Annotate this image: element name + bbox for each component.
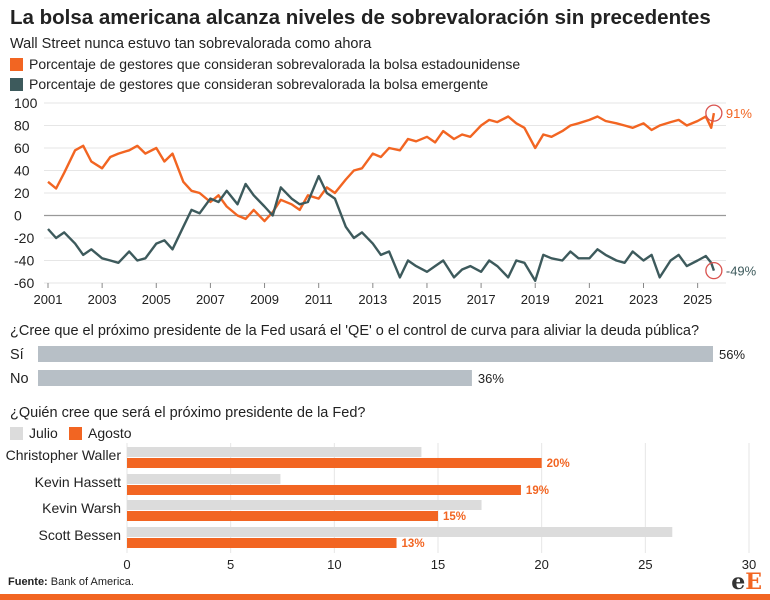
page-title: La bolsa americana alcanza niveles de so… xyxy=(10,6,711,29)
q2-x-tick-label-4: 20 xyxy=(534,557,548,572)
q2-value-label-0: 20% xyxy=(547,458,570,470)
line-y-tick-label-6: 60 xyxy=(14,140,30,156)
line-y-tick-label-2: -20 xyxy=(14,230,34,246)
line-y-tick-label-3: 0 xyxy=(14,208,22,224)
line-x-tick-label-8: 2017 xyxy=(467,292,496,307)
line-x-tick-label-6: 2013 xyxy=(358,292,387,307)
legend-label-emerging: Porcentaje de gestores que consideran so… xyxy=(29,76,489,92)
bottom-accent-bar xyxy=(0,594,770,600)
q2-x-tick-label-5: 25 xyxy=(638,557,652,572)
q2-bar-agosto-0 xyxy=(127,458,542,468)
line-x-tick-label-7: 2015 xyxy=(412,292,441,307)
legend-label-us: Porcentaje de gestores que consideran so… xyxy=(29,56,521,72)
line-x-tick-label-1: 2003 xyxy=(88,292,117,307)
line-y-tick-label-4: 20 xyxy=(14,185,30,201)
legend-swatch-emerging xyxy=(10,77,23,91)
q2-x-tick-label-6: 30 xyxy=(742,557,756,572)
line-y-tick-label-1: -40 xyxy=(14,253,34,269)
line-y-tick-label-0: -60 xyxy=(14,275,34,291)
line-x-tick-label-9: 2019 xyxy=(521,292,550,307)
q2-value-label-3: 13% xyxy=(402,538,425,550)
q2-category-label-1: Kevin Hassett xyxy=(35,474,121,490)
q2-x-tick-label-3: 15 xyxy=(431,557,445,572)
q2-bar-agosto-1 xyxy=(127,485,521,495)
legend-swatch-us xyxy=(10,57,23,71)
q1-question: ¿Cree que el próximo presidente de la Fe… xyxy=(10,323,700,339)
q2-bar-agosto-2 xyxy=(127,511,438,521)
line-series-emerging xyxy=(47,174,716,282)
q2-value-label-2: 15% xyxy=(443,511,466,523)
line-x-tick-label-5: 2011 xyxy=(305,292,333,307)
line-x-tick-label-2: 2005 xyxy=(142,292,171,307)
line-y-tick-label-5: 40 xyxy=(14,163,30,179)
q1-category-label-0: Sí xyxy=(10,347,24,363)
line-x-tick-label-0: 2001 xyxy=(34,292,63,307)
legend-item-agosto: Agosto xyxy=(69,425,132,441)
line-y-tick-label-8: 100 xyxy=(14,95,38,111)
legend-item-us: Porcentaje de gestores que consideran so… xyxy=(10,56,520,72)
q2-question: ¿Quién cree que será el próximo presiden… xyxy=(10,405,366,421)
q1-bar-0 xyxy=(38,346,713,362)
legend-swatch-julio xyxy=(10,426,23,440)
annotation-circle-1 xyxy=(705,261,723,280)
source-label: Fuente: xyxy=(8,576,48,588)
q2-x-tick-label-1: 5 xyxy=(227,557,234,572)
source-note: Fuente: Bank of America. xyxy=(8,576,134,588)
legend-label-agosto: Agosto xyxy=(88,425,132,441)
q1-category-label-1: No xyxy=(10,371,29,387)
legend-swatch-agosto xyxy=(69,426,82,440)
annotation-label-0: 91% xyxy=(726,106,752,121)
q2-category-label-3: Scott Bessen xyxy=(39,527,122,543)
line-x-tick-label-12: 2025 xyxy=(683,292,712,307)
line-y-tick-label-7: 80 xyxy=(14,118,30,134)
legend-item-julio: Julio xyxy=(10,425,58,441)
q2-bar-agosto-3 xyxy=(127,538,397,548)
q2-bar-julio-1 xyxy=(127,474,281,484)
legend-item-emerging: Porcentaje de gestores que consideran so… xyxy=(10,76,488,92)
q2-bar-julio-3 xyxy=(127,527,673,537)
line-x-tick-label-11: 2023 xyxy=(629,292,658,307)
annotation-circle-0 xyxy=(705,104,723,122)
page-subtitle: Wall Street nunca estuvo tan sobrevalora… xyxy=(10,36,372,52)
q1-bar-1 xyxy=(38,370,472,386)
line-x-tick-label-4: 2009 xyxy=(250,292,279,307)
q2-value-label-1: 19% xyxy=(526,485,549,497)
q2-x-tick-label-0: 0 xyxy=(123,557,130,572)
line-x-tick-label-3: 2007 xyxy=(196,292,225,307)
source-text: Bank of America. xyxy=(50,576,134,588)
annotation-label-1: -49% xyxy=(726,264,757,279)
legend-label-julio: Julio xyxy=(29,425,58,441)
brand-logo: eE xyxy=(731,569,762,595)
q2-bar-julio-2 xyxy=(127,500,482,510)
q2-category-label-2: Kevin Warsh xyxy=(42,500,121,516)
q2-x-tick-label-2: 10 xyxy=(327,557,341,572)
q2-bar-julio-0 xyxy=(127,447,422,457)
line-x-tick-label-10: 2021 xyxy=(575,292,604,307)
line-series-us xyxy=(47,112,716,223)
q1-value-label-1: 36% xyxy=(478,371,504,386)
q1-value-label-0: 56% xyxy=(719,347,745,362)
q2-category-label-0: Christopher Waller xyxy=(6,447,122,463)
